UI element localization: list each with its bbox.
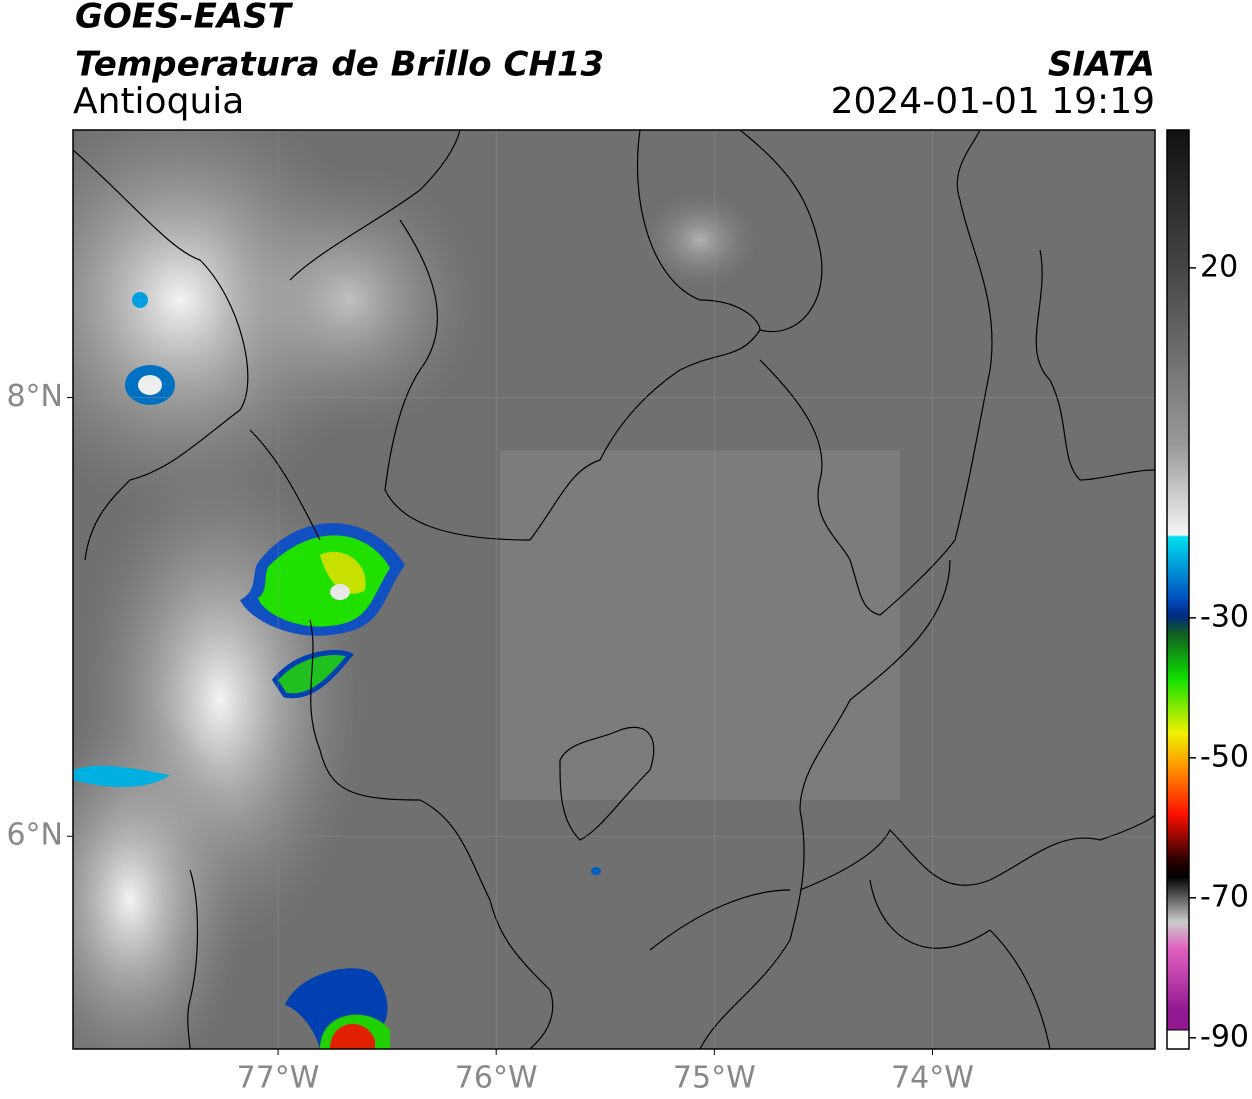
graticule xyxy=(67,130,1155,1055)
colorbar-tick-label: 20 xyxy=(1200,249,1238,284)
colorbar xyxy=(1167,130,1189,1030)
lon-tick-label: 77°W xyxy=(237,1061,320,1096)
lat-tick-label: 8°N xyxy=(6,379,63,414)
colorbar-tick-label: -70 xyxy=(1200,879,1249,914)
map-frame xyxy=(72,129,1156,1050)
lon-tick-label: 75°W xyxy=(673,1061,756,1096)
lon-tick-label: 74°W xyxy=(891,1061,974,1096)
colorbar-frame xyxy=(1166,129,1190,1050)
colorbar-under xyxy=(1166,1029,1190,1050)
lon-tick-label: 76°W xyxy=(455,1061,538,1096)
colorbar-tick-label: -30 xyxy=(1200,599,1249,634)
title: GOES-EAST xyxy=(75,0,294,37)
satellite-image xyxy=(73,130,1155,1049)
colorbar-tick-label: -50 xyxy=(1200,739,1249,774)
colorbar-ticks: 20 -30 -50 -70 -90 xyxy=(1189,249,1249,1054)
colorbar-tick-label: -90 xyxy=(1200,1019,1249,1054)
region: Antioquia xyxy=(73,81,244,122)
lat-tick-label: 6°N xyxy=(6,818,63,853)
agency: SIATA xyxy=(1048,45,1155,85)
datetime: 2024-01-01 19:19 xyxy=(831,81,1155,122)
subtitle: Temperatura de Brillo CH13 xyxy=(75,45,604,85)
